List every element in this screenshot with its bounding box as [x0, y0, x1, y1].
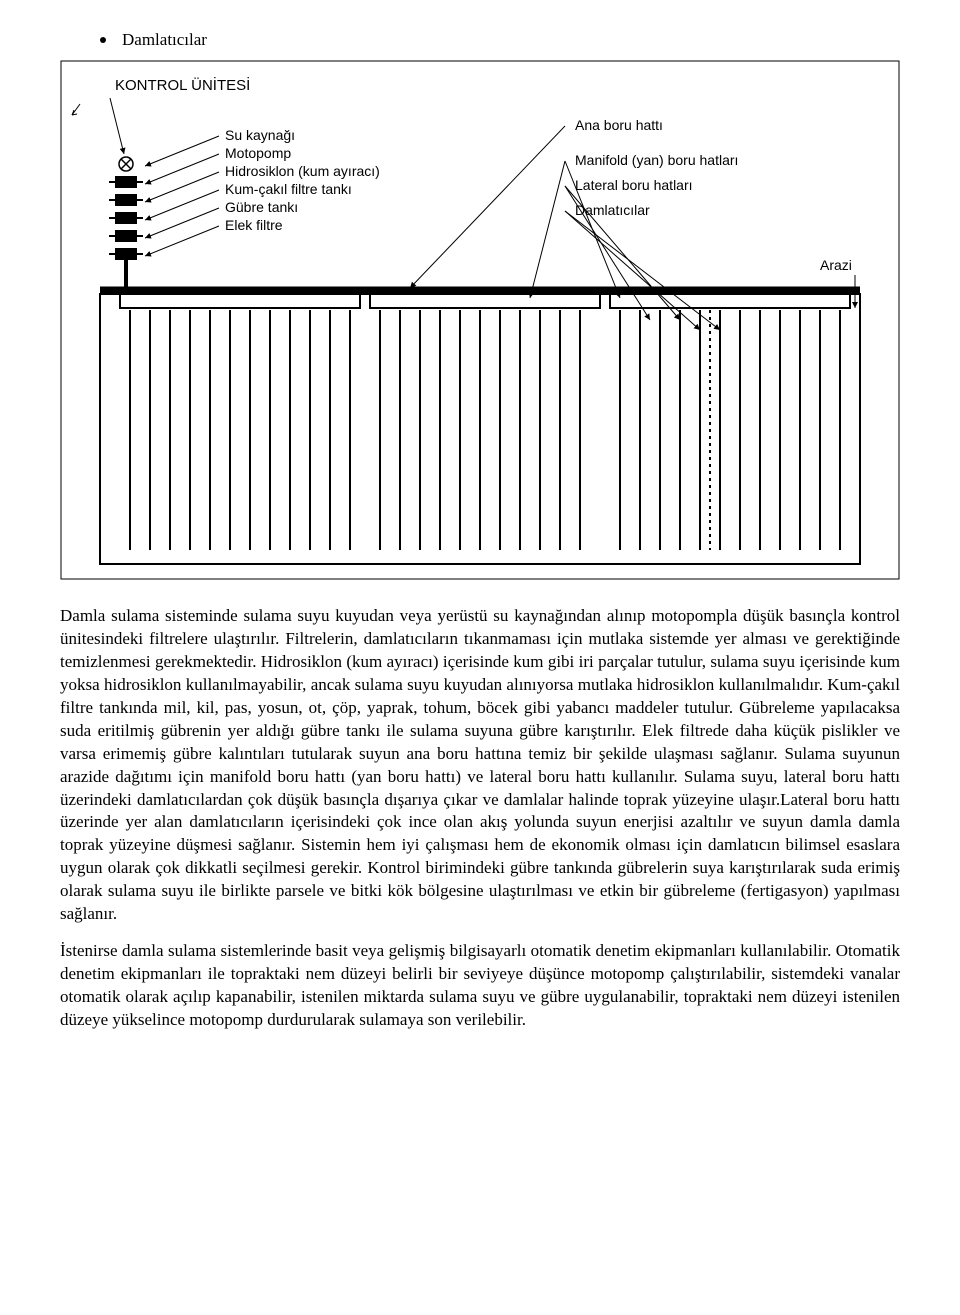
svg-text:Hidrosiklon (kum ayıracı): Hidrosiklon (kum ayıracı) [225, 163, 380, 179]
svg-text:Kum-çakıl filtre tankı: Kum-çakıl filtre tankı [225, 181, 352, 197]
bullet-item: Damlatıcılar [100, 30, 900, 50]
bullet-text: Damlatıcılar [122, 30, 207, 50]
svg-text:Lateral boru hatları: Lateral boru hatları [575, 177, 693, 193]
paragraph-1: Damla sulama sisteminde sulama suyu kuyu… [60, 605, 900, 926]
svg-text:Manifold (yan) boru hatları: Manifold (yan) boru hatları [575, 152, 738, 168]
bullet-icon [100, 37, 106, 43]
svg-text:Motopomp: Motopomp [225, 145, 291, 161]
svg-text:Arazi: Arazi [820, 257, 852, 273]
svg-text:Elek filtre: Elek filtre [225, 217, 283, 233]
svg-text:Su kaynağı: Su kaynağı [225, 127, 295, 143]
svg-text:KONTROL ÜNİTESİ: KONTROL ÜNİTESİ [115, 76, 250, 94]
svg-text:Ana boru hattı: Ana boru hattı [575, 117, 663, 133]
svg-text:Gübre tankı: Gübre tankı [225, 199, 298, 215]
paragraph-2: İstenirse damla sulama sistemlerinde bas… [60, 940, 900, 1032]
irrigation-diagram: KONTROL ÜNİTESİ Su kaynağı Motopomp Hidrosi… [60, 60, 900, 585]
diagram-svg: KONTROL ÜNİTESİ Su kaynağı Motopomp Hidrosi… [60, 60, 900, 580]
